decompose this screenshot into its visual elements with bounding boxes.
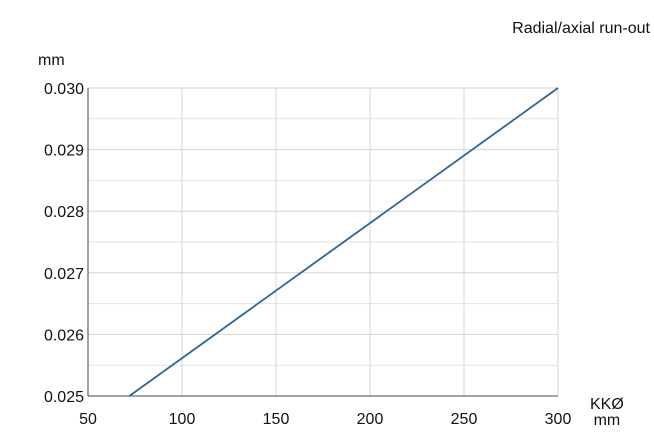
- y-tick-label: 0.026: [44, 327, 84, 344]
- x-tick-label: 250: [451, 411, 478, 428]
- y-axis-unit: mm: [38, 52, 65, 69]
- x-tick-label: 300: [545, 411, 572, 428]
- y-tick-label: 0.028: [44, 204, 84, 221]
- series-line: [128, 87, 559, 397]
- y-tick-label: 0.027: [44, 266, 84, 283]
- y-tick-label: 0.029: [44, 143, 84, 160]
- y-tick-label: 0.025: [44, 389, 84, 406]
- chart-title: Radial/axial run-out: [512, 20, 650, 37]
- x-tick-label: 200: [357, 411, 384, 428]
- x-tick-label: 150: [263, 411, 290, 428]
- x-tick-label: 50: [79, 411, 97, 428]
- x-axis-label-symbol: KKØ: [590, 396, 624, 413]
- y-tick-label: 0.030: [44, 81, 84, 98]
- x-tick-label: 100: [169, 411, 196, 428]
- x-axis-label: KKØ mm: [590, 397, 624, 429]
- x-axis-label-unit: mm: [593, 412, 621, 429]
